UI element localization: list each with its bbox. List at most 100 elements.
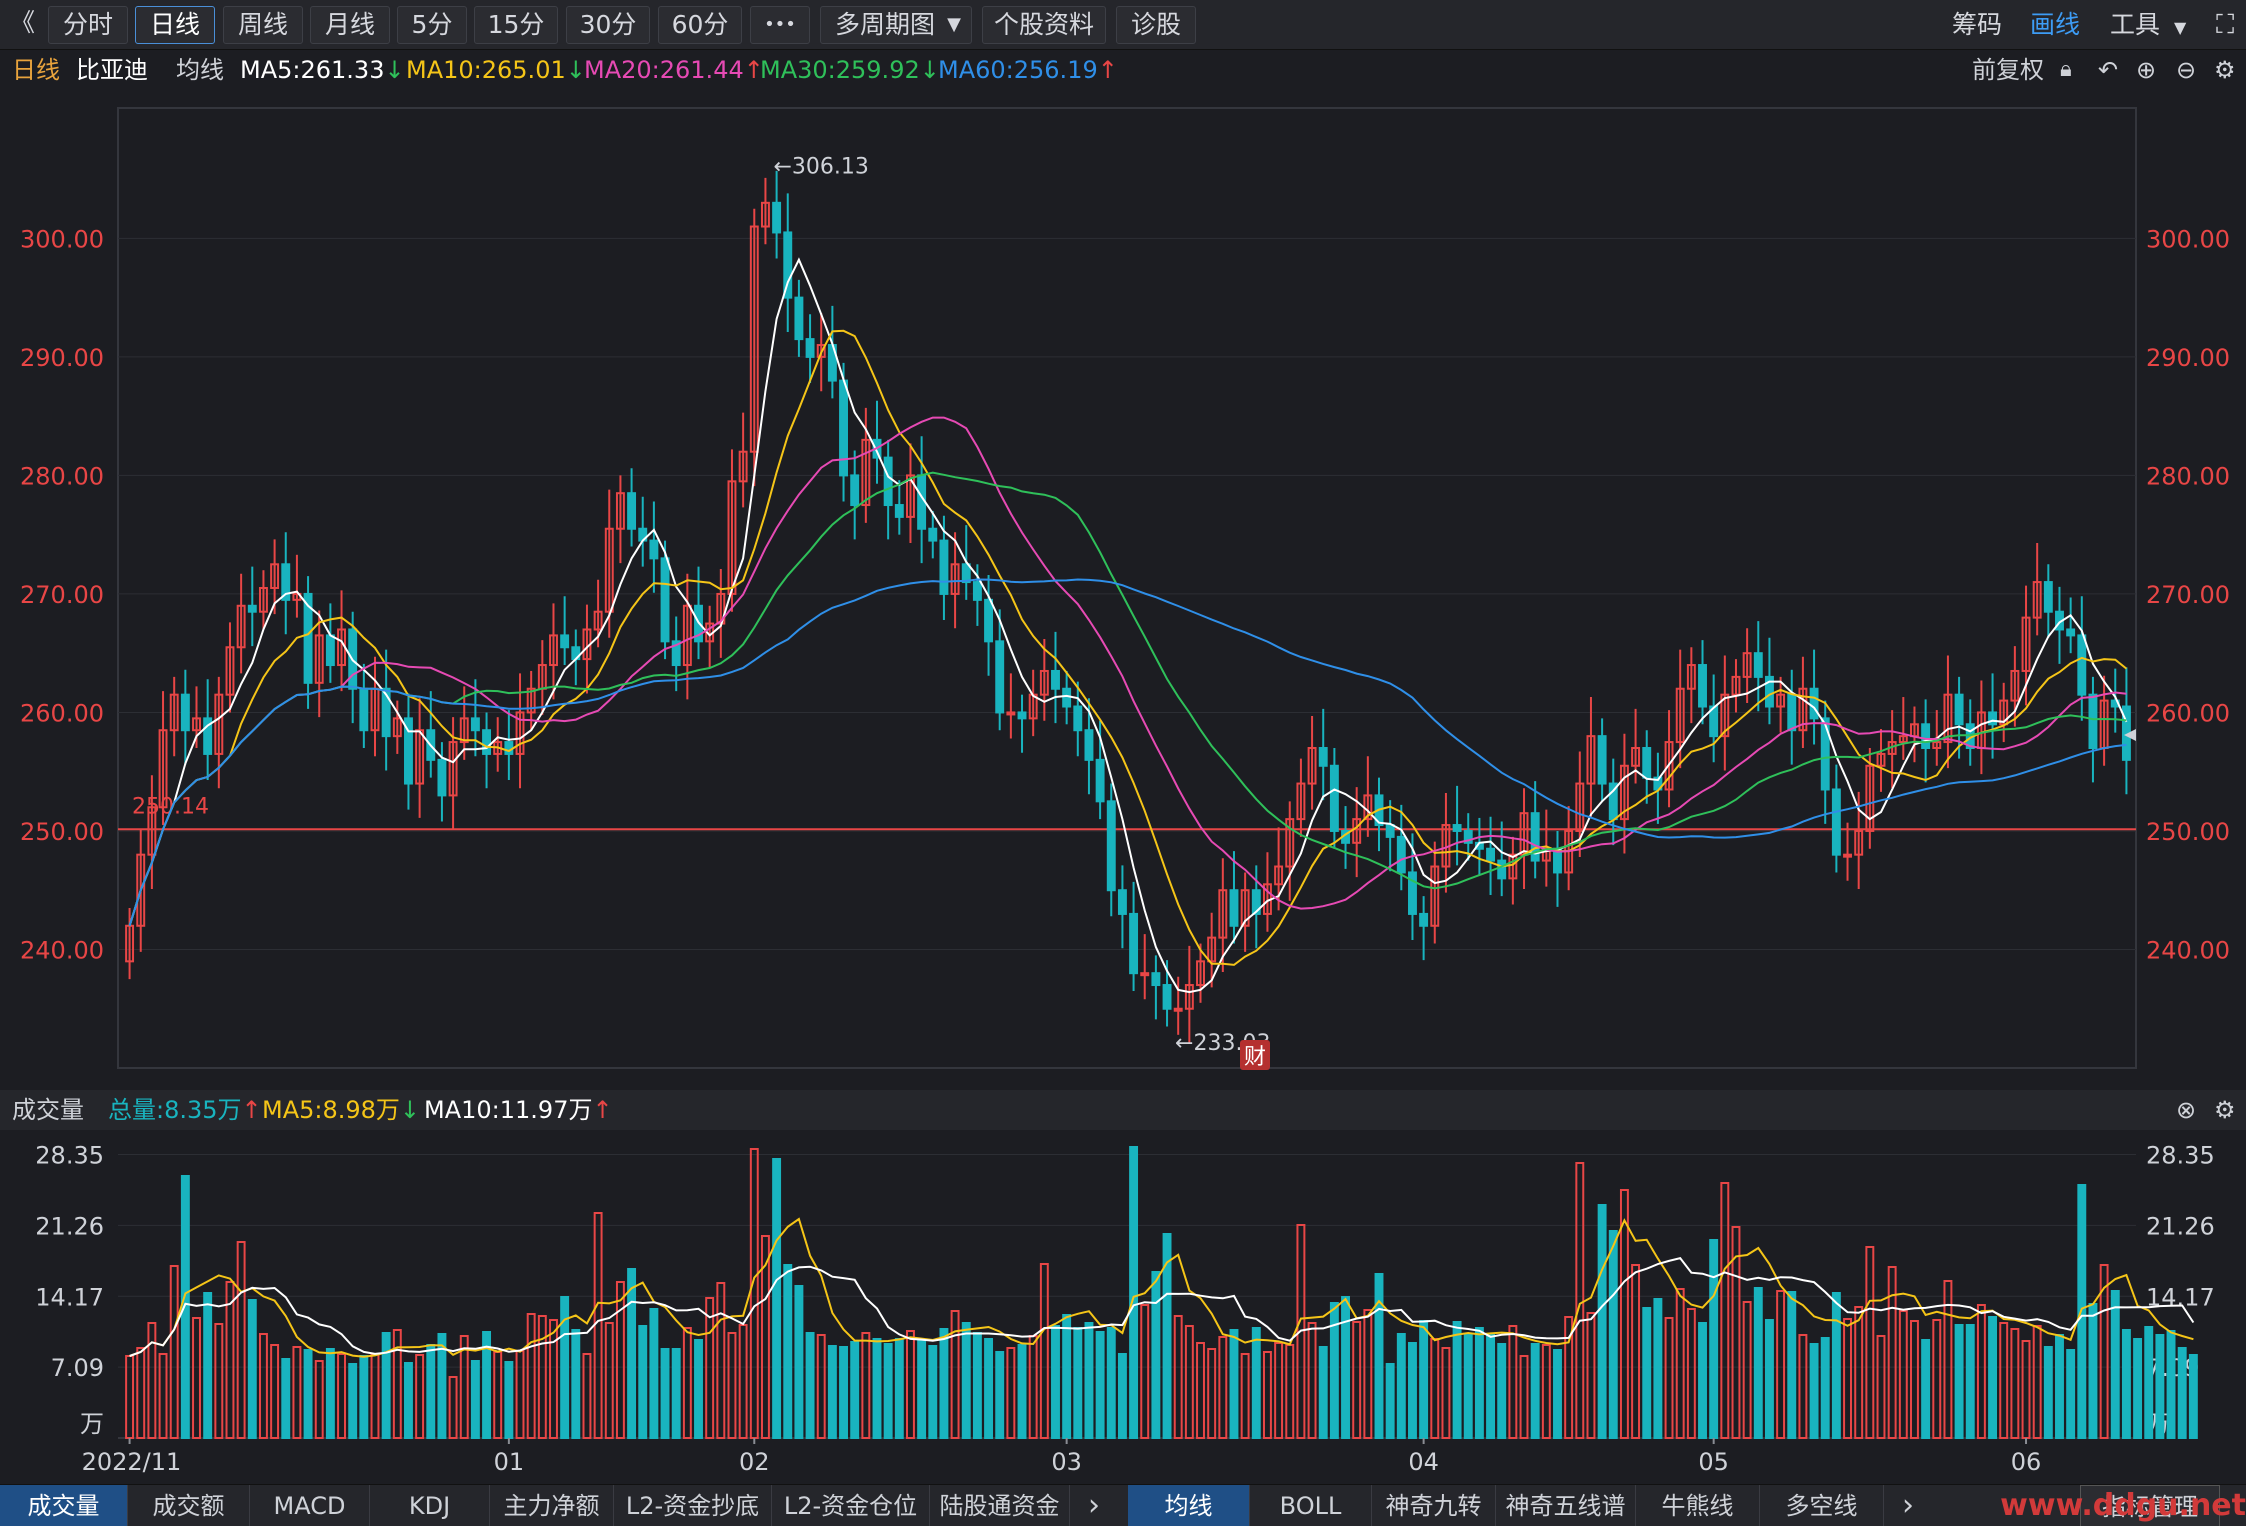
- period-tab-15min[interactable]: 15分: [474, 6, 558, 44]
- volume-bar-down: [2088, 1303, 2098, 1439]
- period-tab-intraday[interactable]: 分时: [48, 6, 128, 44]
- volume-chart[interactable]: 28.3528.3521.2621.2614.1714.177.097.09万万…: [0, 1130, 2246, 1484]
- arrow-up-icon: ↑: [241, 1096, 262, 1124]
- candle-up: [615, 492, 625, 530]
- tab-td9[interactable]: 神奇九转: [1372, 1485, 1496, 1526]
- x-axis-label: 05: [1698, 1448, 1729, 1476]
- period-tab-monthly[interactable]: 月线: [310, 6, 390, 44]
- candle-down: [1921, 723, 1931, 750]
- candle-down: [247, 604, 257, 613]
- volume-bar-up: [1798, 1334, 1808, 1439]
- stock-profile-button[interactable]: 个股资料: [982, 6, 1106, 44]
- volume-bar-down: [1329, 1302, 1339, 1439]
- tab-long-short[interactable]: 多空线: [1760, 1485, 1884, 1526]
- price-tick-left: 250.00: [20, 818, 104, 846]
- volume-bar-down: [883, 1343, 893, 1439]
- candle-down: [482, 729, 492, 755]
- price-chart[interactable]: 300.00 300.00 290.00 290.00 280.00 280.00 270.…: [0, 90, 2246, 1090]
- tab-ma[interactable]: 均线: [1128, 1485, 1250, 1526]
- chevron-right-icon[interactable]: ›: [1902, 1488, 1914, 1523]
- volume-bar-down: [1642, 1307, 1652, 1439]
- price-tick-left: 270.00: [20, 581, 104, 609]
- candle-down: [2043, 581, 2053, 613]
- tab-bull-bear[interactable]: 牛熊线: [1636, 1485, 1760, 1526]
- candle-up: [459, 717, 469, 744]
- volume-bar-down: [1017, 1344, 1027, 1439]
- volume-bar-up: [906, 1330, 915, 1439]
- candle-up: [1854, 829, 1864, 856]
- multi-period-dropdown[interactable]: 多周期图 ▼: [820, 6, 972, 44]
- volume-bar-up: [192, 1317, 201, 1439]
- period-tab-60min[interactable]: 60分: [658, 6, 742, 44]
- period-tab-daily[interactable]: 日线: [135, 6, 215, 44]
- tab-kdj[interactable]: KDJ: [370, 1485, 490, 1526]
- volume-bar-up: [1519, 1355, 1529, 1439]
- settings-gear-icon[interactable]: ⚙: [2214, 1096, 2236, 1124]
- price-tick-left: 280.00: [20, 462, 104, 490]
- settings-gear-icon[interactable]: ⚙: [2214, 56, 2236, 84]
- expand-icon[interactable]: ⛶: [2216, 10, 2235, 40]
- diagnose-button[interactable]: 诊股: [1116, 6, 1196, 44]
- ma-indicator-label[interactable]: 均线: [176, 56, 224, 84]
- candle-down: [504, 741, 514, 755]
- lock-icon[interactable]: 🔒︎: [2060, 57, 2072, 82]
- tab-volume[interactable]: 成交量: [0, 1485, 128, 1526]
- candle-up: [1274, 865, 1284, 886]
- tools-label: 工具: [2110, 10, 2161, 39]
- tab-five-line[interactable]: 神奇五线谱: [1496, 1485, 1636, 1526]
- volume-bar-down: [571, 1329, 581, 1439]
- back-icon[interactable]: 《: [10, 8, 36, 37]
- tab-macd[interactable]: MACD: [250, 1485, 370, 1526]
- volume-bar-down: [995, 1351, 1005, 1439]
- indicator-manage-button[interactable]: 指标管理: [2080, 1485, 2220, 1526]
- period-tab-30min[interactable]: 30分: [566, 6, 650, 44]
- tab-turnover[interactable]: 成交额: [128, 1485, 250, 1526]
- volume-bar-up: [705, 1297, 715, 1439]
- zoom-in-icon[interactable]: ⊕: [2136, 56, 2157, 84]
- volume-bar-down: [1162, 1233, 1172, 1439]
- candle-up: [1675, 687, 1685, 744]
- candle-up: [1686, 664, 1696, 690]
- adjust-mode-button[interactable]: 前复权: [1972, 56, 2044, 84]
- total-volume: 总量:8.35万↑: [108, 1090, 262, 1130]
- tab-northbound[interactable]: 陆股通资金: [930, 1485, 1070, 1526]
- tab-l2-position[interactable]: L2-资金仓位: [772, 1485, 930, 1526]
- tab-l2-bottom[interactable]: L2-资金抄底: [614, 1485, 772, 1526]
- watermark: www.ddgu.net: [2000, 1488, 2246, 1523]
- volume-bar-down: [1965, 1324, 1975, 1439]
- volume-bar-down: [1251, 1327, 1261, 1439]
- volume-bar-up: [1140, 1304, 1150, 1439]
- period-tab-5min[interactable]: 5分: [397, 6, 467, 44]
- chevron-right-icon[interactable]: ›: [1088, 1488, 1100, 1523]
- draw-line-button[interactable]: 画线: [2030, 10, 2081, 39]
- volume-ma10-line: [129, 1256, 2195, 1357]
- chips-button[interactable]: 筹码: [1952, 10, 2003, 39]
- volume-bar-up: [337, 1353, 346, 1439]
- volume-bar-down: [1084, 1322, 1094, 1439]
- candle-up: [1575, 782, 1585, 832]
- zoom-out-icon[interactable]: ⊖: [2176, 56, 2197, 84]
- undo-icon[interactable]: ↶: [2098, 56, 2119, 84]
- volume-bar-down: [827, 1345, 837, 1439]
- volume-bar-down: [872, 1338, 882, 1439]
- volume-bar-down: [1809, 1343, 1819, 1439]
- volume-bar-down: [426, 1344, 436, 1439]
- more-icon[interactable]: •••: [750, 6, 810, 44]
- tab-main-net[interactable]: 主力净额: [490, 1485, 614, 1526]
- volume-bar-down: [1530, 1343, 1540, 1439]
- candle-up: [158, 729, 168, 809]
- volume-tick-left: 21.26: [35, 1212, 104, 1240]
- volume-bar-down: [939, 1328, 949, 1439]
- candle-down: [281, 563, 291, 601]
- volume-bar-up: [537, 1315, 547, 1439]
- volume-bar-down: [660, 1348, 670, 1439]
- tools-menu[interactable]: 工具 ▼: [2110, 8, 2186, 45]
- volume-bar-up: [1006, 1347, 1016, 1439]
- period-tab-weekly[interactable]: 周线: [223, 6, 303, 44]
- close-icon[interactable]: ⊗: [2176, 1096, 2197, 1124]
- price-tick-left: 260.00: [20, 699, 104, 727]
- candle-up: [1296, 782, 1306, 821]
- volume-bar-down: [2121, 1329, 2131, 1439]
- current-price-marker: [2124, 729, 2136, 741]
- tab-boll[interactable]: BOLL: [1250, 1485, 1372, 1526]
